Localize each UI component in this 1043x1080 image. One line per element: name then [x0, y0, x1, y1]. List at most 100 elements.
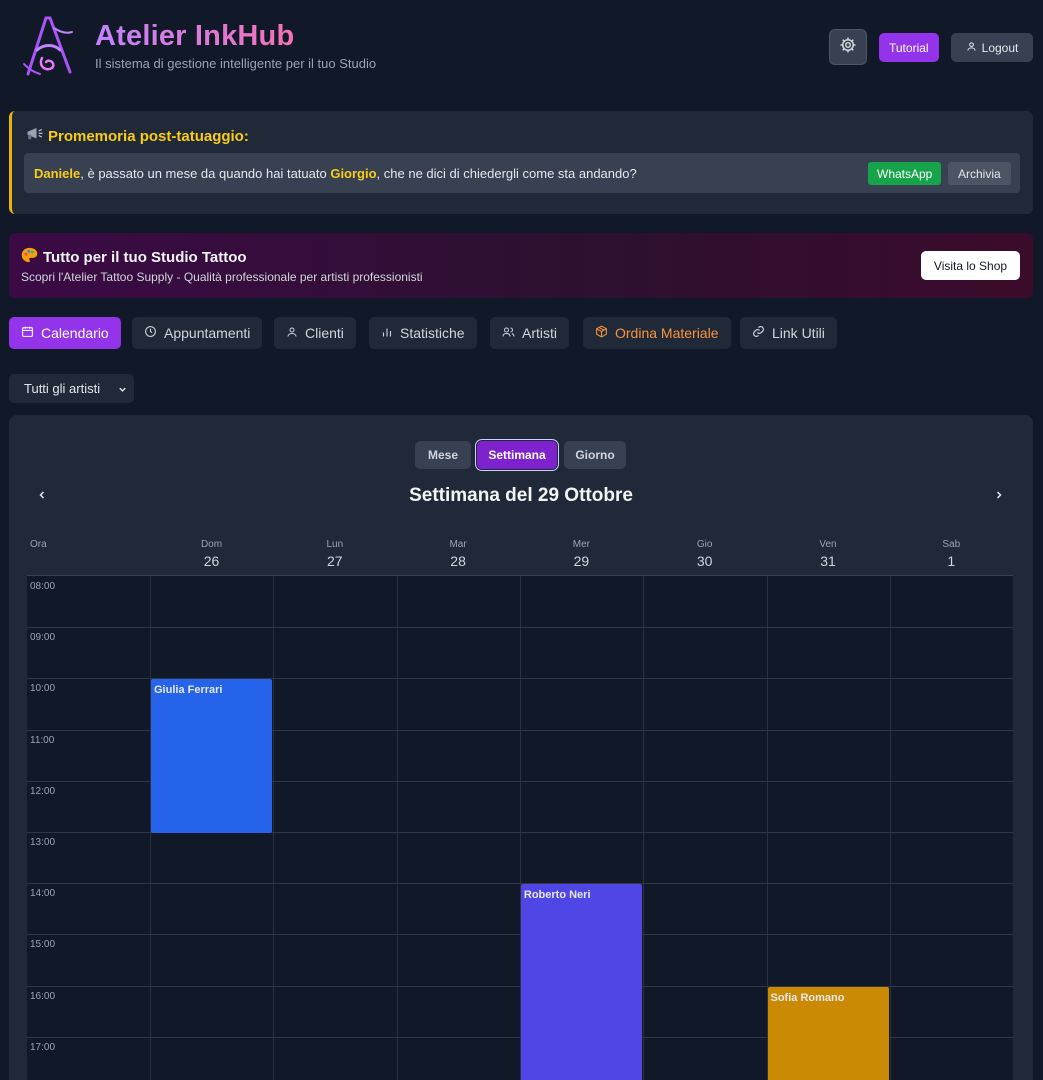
appointment-client-name: Giulia Ferrari — [154, 684, 223, 697]
hour-row-divider — [27, 780, 1013, 782]
day-name: Lun — [326, 539, 344, 550]
settings-button[interactable] — [829, 29, 867, 65]
tab-link-utili[interactable]: Link Utili — [740, 317, 837, 349]
hour-label: 11:00 — [30, 734, 55, 746]
gear-icon — [839, 36, 857, 59]
user-icon — [966, 41, 977, 55]
visit-shop-button[interactable]: Visita lo Shop — [921, 251, 1020, 280]
grid-column-divider — [766, 576, 768, 1080]
time-column-label: Ora — [30, 539, 47, 550]
day-name: Gio — [696, 539, 713, 550]
day-number: 26 — [203, 553, 220, 569]
chevron-down-icon — [117, 383, 128, 398]
view-week-button[interactable]: Settimana — [477, 441, 557, 469]
hour-label: 14:00 — [30, 888, 56, 900]
reminder-message: Daniele, è passato un mese da quando hai… — [34, 166, 637, 181]
chevron-left-icon — [36, 488, 48, 506]
promo-title: Tutto per il tuo Studio Tattoo — [21, 247, 247, 267]
appointment-event[interactable]: Giulia Ferrari — [151, 679, 273, 833]
day-header-dom: Dom 26 — [150, 533, 273, 575]
day-number: 31 — [820, 553, 836, 569]
app-subtitle: Il sistema di gestione intelligente per … — [95, 56, 377, 71]
hour-row-divider — [27, 832, 1013, 833]
day-name: Ven — [819, 539, 837, 550]
promo-subtitle: Scopri l'Atelier Tattoo Supply - Qualità… — [21, 270, 423, 284]
hour-label: 10:00 — [30, 683, 56, 695]
app-title: Atelier InkHub — [95, 20, 295, 52]
hour-row-divider — [27, 627, 1013, 629]
day-header-ven: Ven 31 — [767, 533, 890, 575]
tab-statistiche[interactable]: Statistiche — [369, 317, 477, 349]
tab-calendario[interactable]: Calendario — [9, 317, 121, 349]
day-number: 1 — [947, 553, 956, 569]
grid-column-divider — [889, 576, 891, 1080]
hour-label: 16:00 — [30, 990, 56, 1002]
hour-label: 12:00 — [30, 785, 56, 797]
hour-row-divider — [27, 934, 1013, 936]
logout-label: Logout — [981, 40, 1019, 55]
tab-ordina-materiale[interactable]: Ordina Materiale — [583, 317, 731, 349]
next-week-button[interactable] — [989, 487, 1009, 507]
hour-row-divider — [27, 678, 1013, 680]
megaphone-icon — [26, 126, 44, 146]
brand-logo — [20, 14, 76, 78]
day-number: 29 — [573, 553, 590, 569]
grid-column-divider — [519, 576, 521, 1080]
tab-appuntamenti[interactable]: Appuntamenti — [132, 317, 263, 349]
archive-button[interactable]: Archivia — [948, 162, 1011, 185]
reminder-item: Daniele, è passato un mese da quando hai… — [24, 153, 1020, 193]
shop-promo-banner: Tutto per il tuo Studio Tattoo Scopri l'… — [9, 233, 1033, 298]
clock-icon — [144, 325, 157, 341]
calendar-icon — [21, 325, 34, 341]
link-icon — [752, 325, 765, 341]
day-name: Sab — [942, 539, 961, 550]
hour-label: 09:00 — [30, 632, 56, 644]
appointment-client-name: Roberto Neri — [523, 889, 591, 902]
calendar-panel: Mese Settimana Giorno Settimana del 29 O… — [9, 415, 1033, 1080]
day-header-sab: Sab 1 — [890, 533, 1013, 575]
tab-artisti[interactable]: Artisti — [490, 317, 569, 349]
day-header-mer: Mer 29 — [520, 533, 643, 575]
tab-clienti[interactable]: Clienti — [274, 317, 356, 349]
appointment-event[interactable]: Sofia Romano — [767, 986, 889, 1080]
day-name: Dom — [200, 539, 223, 550]
reminder-artist: Daniele — [34, 166, 81, 181]
grid-column-divider — [150, 576, 151, 1080]
hour-row-divider — [27, 1036, 1013, 1038]
day-header-lun: Lun 27 — [273, 533, 396, 575]
hour-label: 13:00 — [30, 837, 56, 848]
view-month-button[interactable]: Mese — [415, 441, 471, 469]
prev-week-button[interactable] — [32, 487, 52, 507]
grid-column-divider — [643, 576, 645, 1080]
hour-row-divider — [27, 729, 1013, 731]
hour-label: 17:00 — [30, 1041, 56, 1053]
grid-column-divider — [273, 576, 275, 1080]
day-header-gio: Gio 30 — [643, 533, 766, 575]
package-icon — [595, 325, 608, 341]
hour-label: 08:00 — [30, 581, 56, 592]
app-header: Atelier InkHub Il sistema di gestione in… — [0, 0, 1043, 95]
view-day-button[interactable]: Giorno — [564, 441, 626, 469]
week-grid-header: Ora Dom 26 Lun 27 Mar 28 Mer 29 Gio 30 Ven 31 Sab 1 — [27, 533, 1013, 575]
week-title: Settimana del 29 Ottobre — [409, 485, 633, 506]
whatsapp-button[interactable]: WhatsApp — [868, 162, 942, 185]
day-number: 28 — [450, 553, 466, 569]
users-icon — [502, 325, 515, 341]
artist-filter-select[interactable]: Tutti gli artisti — [9, 374, 134, 403]
day-name: Mar — [449, 539, 467, 550]
hour-label: 15:00 — [30, 939, 56, 951]
day-name: Mer — [572, 539, 590, 550]
logout-button[interactable]: Logout — [951, 33, 1033, 62]
appointment-event[interactable]: Roberto Neri — [520, 884, 643, 1080]
user-icon — [286, 325, 298, 341]
tutorial-button[interactable]: Tutorial — [879, 33, 939, 62]
week-grid-body: 08:00 09:00 10:00 11:00 12:00 13:00 14:00 15:00… — [27, 575, 1013, 1080]
day-number: 27 — [327, 553, 343, 569]
bar-chart-icon — [381, 325, 393, 341]
reminder-title: Promemoria post-tatuaggio: — [26, 126, 249, 146]
hour-row-divider — [27, 883, 1013, 885]
grid-column-divider — [396, 576, 398, 1080]
appointment-client-name: Sofia Romano — [770, 991, 845, 1004]
post-tattoo-reminder: Promemoria post-tatuaggio: Daniele, è pa… — [9, 111, 1033, 214]
chevron-right-icon — [993, 488, 1005, 506]
